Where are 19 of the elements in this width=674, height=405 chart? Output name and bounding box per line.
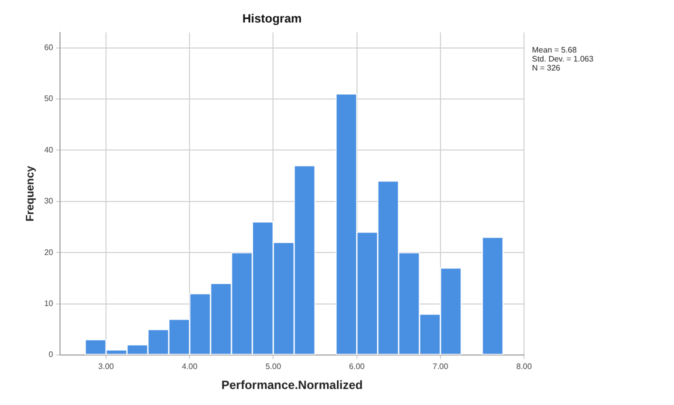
x-axis-title: Performance.Normalized <box>221 378 363 392</box>
x-tick-label: 4.00 <box>182 362 198 372</box>
y-tick-label: 40 <box>44 145 54 154</box>
chart-title: Histogram <box>242 12 302 26</box>
y-tick-label: 0 <box>48 350 54 360</box>
y-axis-title: Frequency <box>24 165 37 222</box>
y-tick-label: 30 <box>44 196 54 206</box>
x-tick-label: 8.00 <box>516 362 532 372</box>
x-tick-label: 3.00 <box>98 362 114 372</box>
text: Std. Dev. = 1.063 <box>532 54 594 64</box>
text: Mean = 5.68 <box>532 46 578 55</box>
y-tick-label: 50 <box>44 94 54 104</box>
y-tick-label: 60 <box>44 42 54 52</box>
y-tick-label: 20 <box>44 248 54 257</box>
text: N = 326 <box>532 64 561 73</box>
y-tick-label: 10 <box>44 298 54 308</box>
x-tick-label: 5.00 <box>265 362 282 372</box>
x-tick-label: 7.00 <box>432 362 449 372</box>
x-tick-label: 6.00 <box>349 362 366 372</box>
